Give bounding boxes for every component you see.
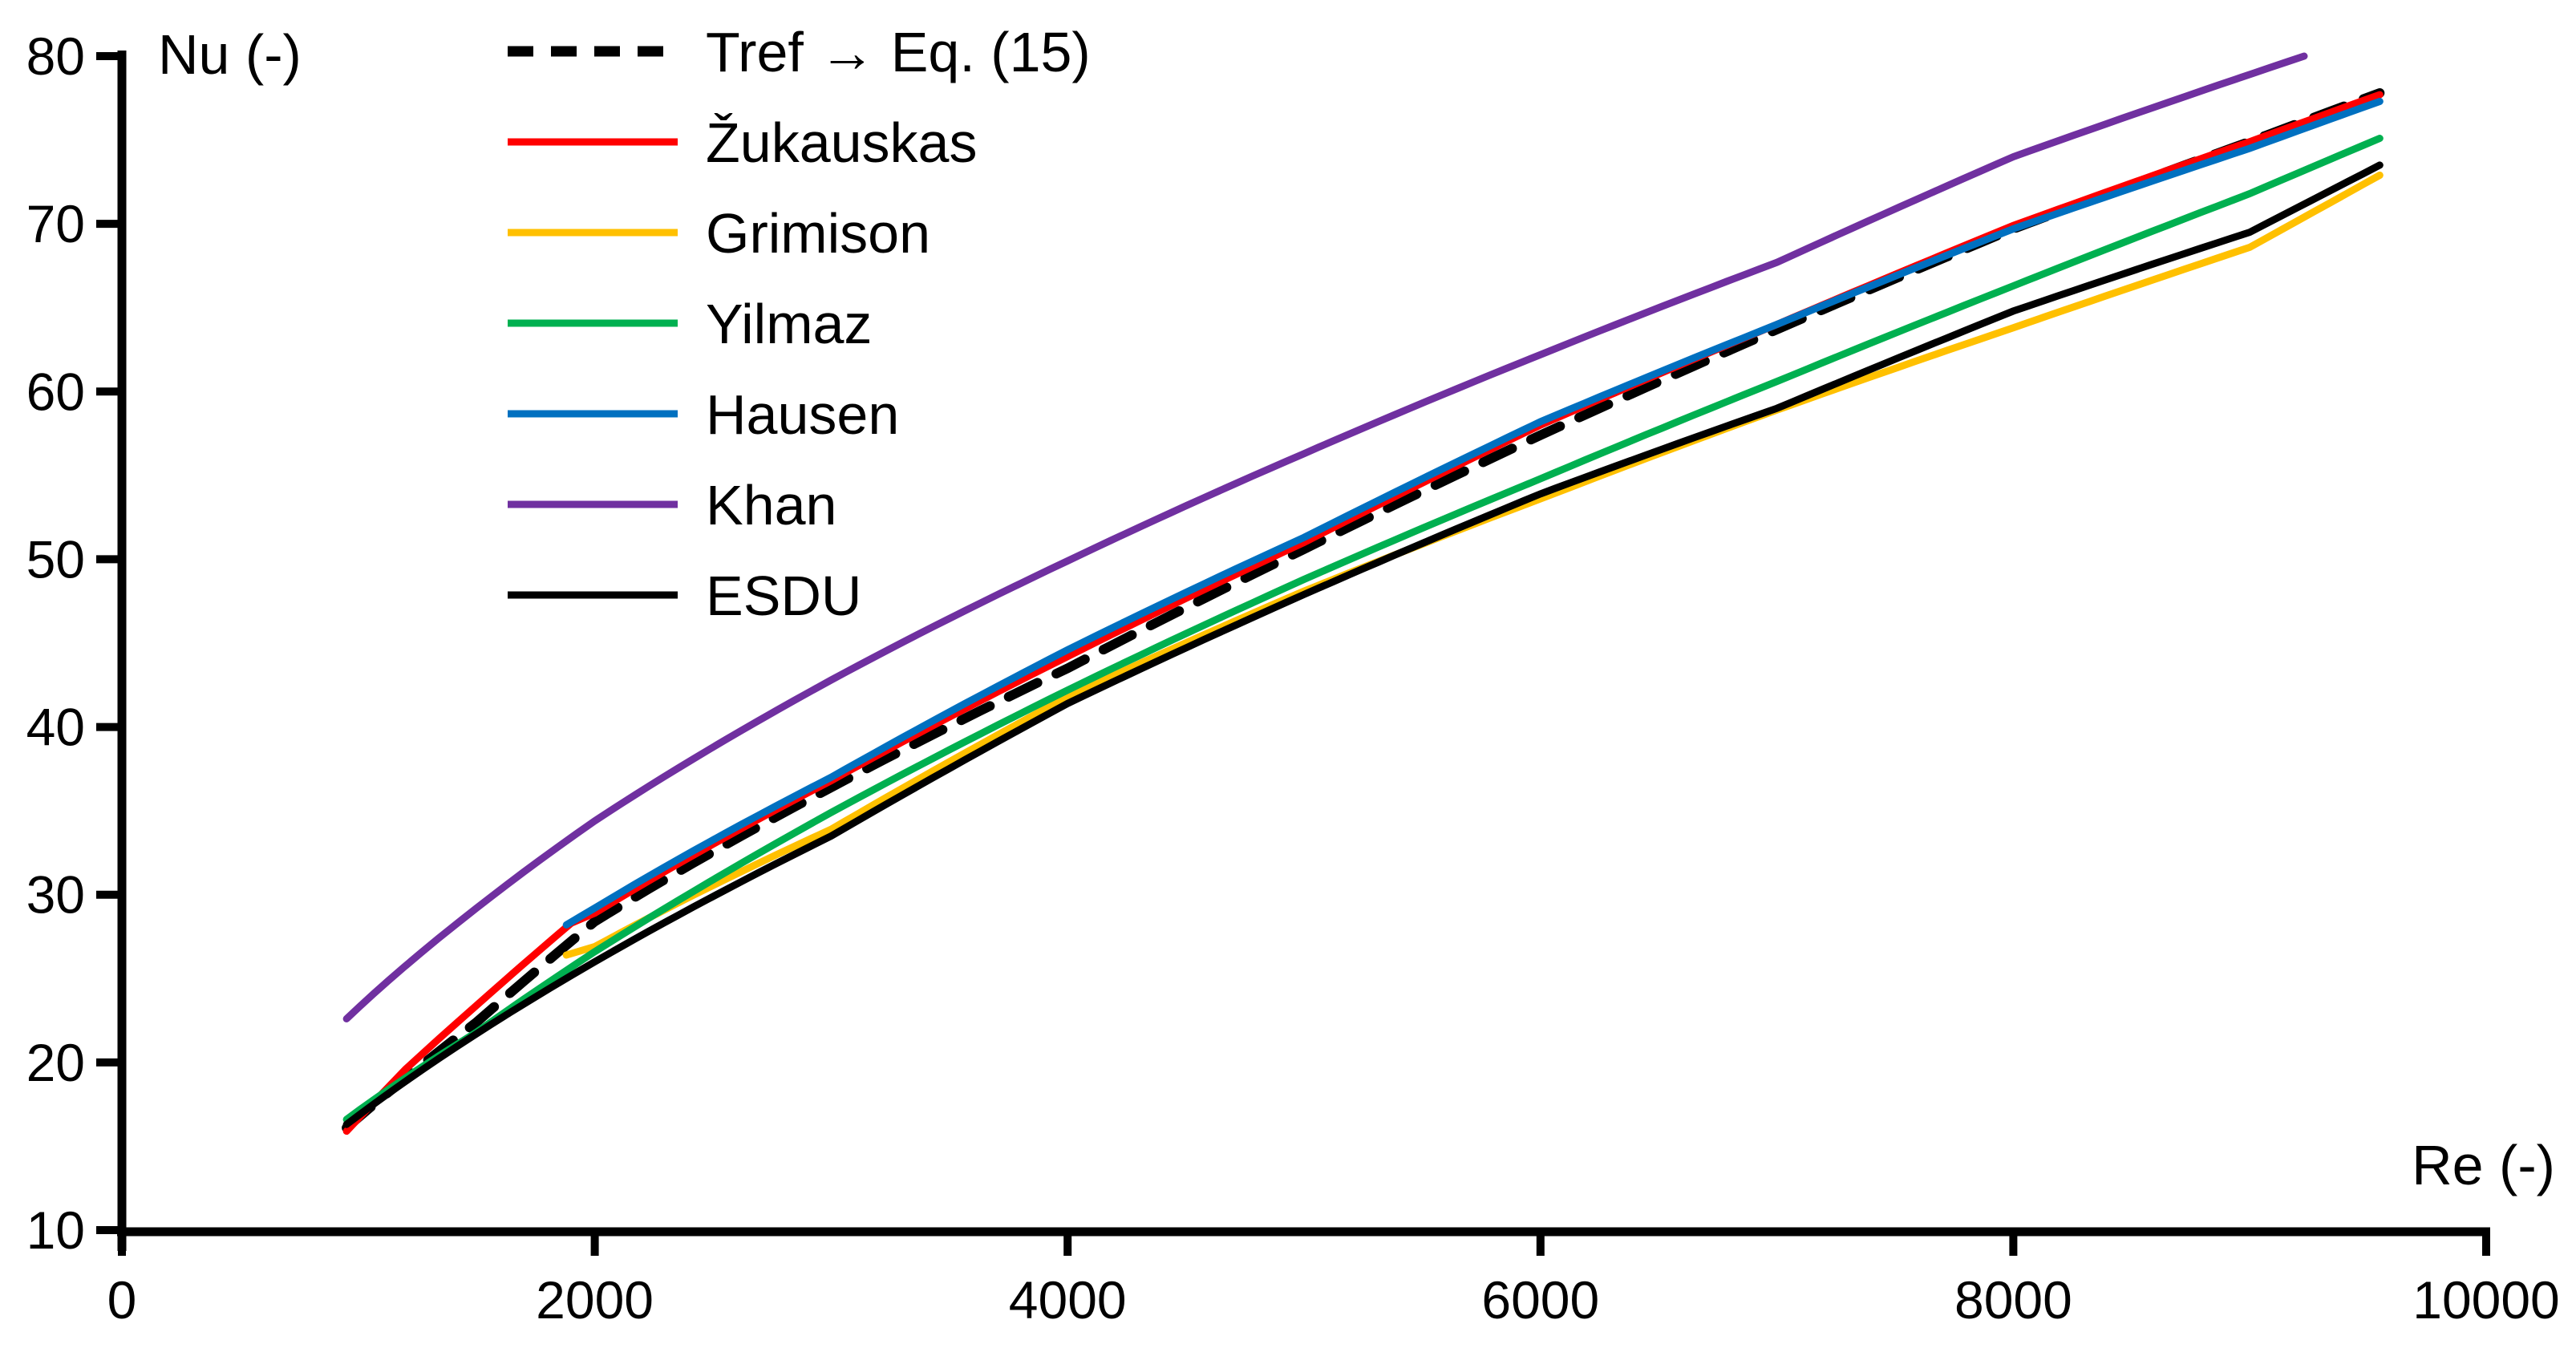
series-line-esdu xyxy=(342,161,2384,1128)
y-tick-label: 80 xyxy=(26,26,85,86)
series-line-yilmaz xyxy=(342,135,2384,1123)
y-tick-label: 10 xyxy=(26,1200,85,1260)
legend-label: Khan xyxy=(706,474,836,536)
legend-label: Žukauskas xyxy=(706,111,977,174)
x-axis-title: Re (-) xyxy=(2412,1134,2555,1196)
x-tick-label: 4000 xyxy=(1009,1270,1127,1330)
legend-label: Grimison xyxy=(706,202,930,265)
x-tick-label: 2000 xyxy=(536,1270,654,1330)
y-tick-label: 30 xyxy=(26,865,85,925)
legend-label: ESDU xyxy=(706,565,861,627)
y-tick-label: 70 xyxy=(26,194,85,253)
x-tick-label: 10000 xyxy=(2412,1270,2560,1330)
legend-label: Hausen xyxy=(706,383,899,446)
series-line-hausen xyxy=(562,98,2384,929)
legend-label: Yilmaz xyxy=(706,293,872,355)
x-tick-label: 8000 xyxy=(1954,1270,2072,1330)
x-tick-label: 6000 xyxy=(1481,1270,1599,1330)
x-tick-label: 0 xyxy=(107,1270,137,1330)
legend-label: Tref → Eq. (15) xyxy=(706,21,1091,83)
y-tick-label: 50 xyxy=(26,529,85,589)
y-tick-label: 40 xyxy=(26,698,85,757)
y-axis-title: Nu (-) xyxy=(158,23,302,86)
y-tick-label: 60 xyxy=(26,362,85,421)
y-tick-label: 20 xyxy=(26,1033,85,1092)
series-line-khan xyxy=(342,52,2308,1022)
series-line--ukauskas xyxy=(342,91,2384,1135)
series-line-tref-eq-15- xyxy=(342,88,2385,1133)
